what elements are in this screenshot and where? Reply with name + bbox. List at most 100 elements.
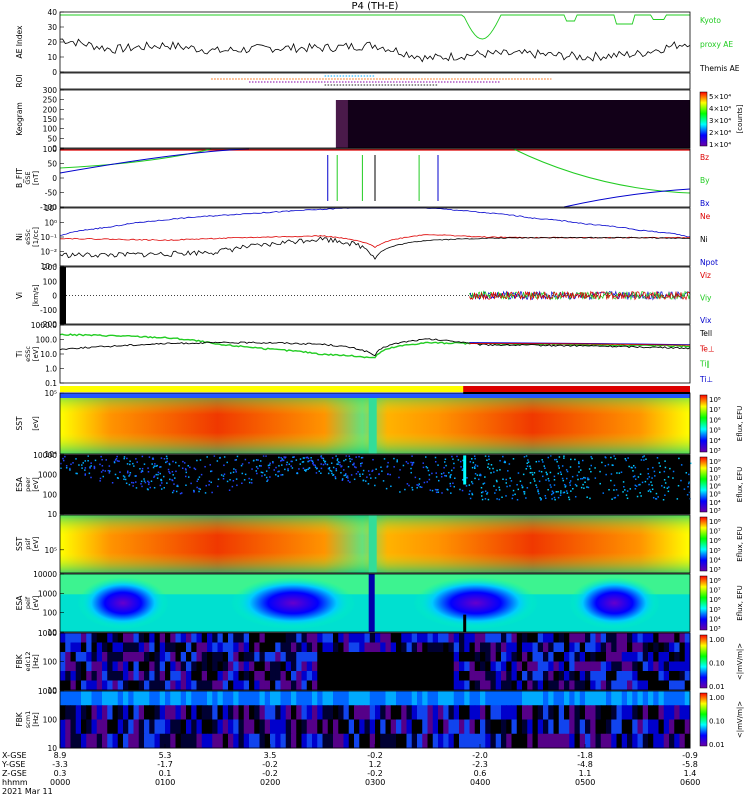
esa-pixel bbox=[345, 473, 347, 475]
fbk-cell bbox=[621, 733, 628, 749]
esa-pixel bbox=[560, 490, 562, 492]
fbk-cell bbox=[112, 680, 119, 691]
fbk-cell bbox=[443, 705, 449, 720]
esa-pixel bbox=[604, 464, 607, 467]
fbk-cell bbox=[65, 642, 71, 653]
colorbar-tick: 10⁵ bbox=[709, 491, 721, 499]
fbk-cell bbox=[280, 642, 287, 653]
fbk-cell bbox=[595, 705, 602, 720]
fbk-cell bbox=[648, 633, 654, 643]
esa-pixel bbox=[306, 456, 309, 459]
esa-pixel bbox=[523, 456, 526, 458]
fbk-cell bbox=[453, 633, 460, 643]
fbk-cell bbox=[348, 652, 355, 662]
fbk-cell bbox=[669, 680, 675, 691]
fbk-cell bbox=[679, 633, 686, 643]
fbk-cell bbox=[312, 671, 318, 681]
fbk-cell bbox=[427, 633, 434, 643]
esa-pixel bbox=[320, 472, 322, 474]
fbk-cell bbox=[196, 652, 203, 662]
fbk-cell bbox=[679, 642, 686, 653]
fbk-cell bbox=[133, 705, 140, 720]
esa-pixel bbox=[280, 456, 282, 459]
fbk-cell bbox=[301, 661, 308, 672]
x-tick-label: 5.3 bbox=[158, 751, 172, 760]
esa-pixel bbox=[200, 473, 203, 476]
fbk-cell bbox=[175, 633, 182, 643]
esa-pixel bbox=[540, 470, 543, 473]
fbk-cell bbox=[485, 719, 491, 735]
esa-pixel bbox=[470, 481, 473, 483]
fbk-cell bbox=[606, 671, 612, 681]
esa-pixel bbox=[408, 484, 410, 487]
fbk-cell bbox=[511, 661, 518, 672]
fbk-cell bbox=[170, 642, 176, 653]
fbk-cell bbox=[432, 705, 439, 720]
fbk-cell bbox=[453, 642, 460, 653]
fbk-cell bbox=[669, 671, 675, 681]
fbk-cell bbox=[65, 719, 71, 735]
colorbar-unit: <|mV/m|> bbox=[736, 643, 744, 680]
fbk-cell bbox=[432, 633, 439, 643]
esa-pixel bbox=[431, 489, 434, 492]
esa-pixel bbox=[109, 470, 111, 472]
fbk-cell bbox=[275, 691, 281, 706]
fbk-cell bbox=[590, 680, 596, 691]
fbk-cell bbox=[196, 691, 203, 706]
fbk-cell bbox=[280, 719, 287, 735]
fbk-cell bbox=[448, 661, 455, 672]
chart-title: P4 (TH-E) bbox=[351, 1, 399, 12]
y-axis-label: AE Index bbox=[15, 25, 24, 58]
fbk-cell bbox=[354, 661, 360, 672]
fbk-cell bbox=[238, 705, 245, 720]
fbk-cell bbox=[411, 652, 418, 662]
esa-pixel bbox=[241, 463, 244, 465]
fbk-cell bbox=[595, 642, 602, 653]
fbk-cell bbox=[443, 671, 449, 681]
esa-pixel bbox=[299, 458, 302, 460]
x-tick-label: -2.0 bbox=[472, 751, 488, 760]
esa-pixel bbox=[320, 463, 322, 465]
esa-pixel bbox=[570, 490, 572, 492]
fbk-cell bbox=[154, 691, 161, 706]
esa-pixel bbox=[350, 474, 353, 476]
esa-pixel bbox=[505, 495, 507, 497]
fbk-cell bbox=[159, 733, 166, 749]
fbk-cell bbox=[485, 691, 491, 706]
y-axis-label: SST bbox=[15, 537, 24, 552]
esa-pixel bbox=[493, 471, 495, 473]
esa-pixel bbox=[64, 455, 66, 458]
y-tick-label: 10⁻³ bbox=[40, 262, 57, 271]
esa-pixel bbox=[368, 473, 371, 476]
fbk-cell bbox=[406, 705, 413, 720]
colorbar-tick: 10⁸ bbox=[709, 466, 721, 474]
fbk-cell bbox=[548, 719, 554, 735]
esa-pixel bbox=[584, 481, 586, 483]
fbk-cell bbox=[280, 652, 287, 662]
esa-pixel bbox=[581, 477, 584, 480]
fbk-cell bbox=[553, 671, 560, 681]
esa-pixel bbox=[610, 456, 612, 459]
y-tick-label: 0.1 bbox=[45, 379, 57, 388]
fbk-cell bbox=[322, 642, 329, 653]
fbk-cell bbox=[396, 719, 402, 735]
esa-pixel bbox=[499, 459, 501, 462]
fbk-cell bbox=[537, 705, 544, 720]
esa-pixel bbox=[570, 458, 572, 461]
fbk-cell bbox=[621, 652, 628, 662]
y-tick-label: 10 bbox=[47, 744, 57, 753]
esa-pixel bbox=[638, 484, 640, 486]
esa-pixel bbox=[278, 470, 280, 473]
esa-pixel bbox=[278, 456, 280, 459]
esa-pixel bbox=[636, 495, 639, 498]
esa-pixel bbox=[449, 485, 452, 487]
fbk-cell bbox=[322, 719, 329, 735]
fbk-cell bbox=[296, 652, 302, 662]
spectrogram-gap bbox=[368, 574, 375, 632]
fbk-cell bbox=[595, 661, 602, 672]
fbk-cell bbox=[333, 705, 339, 720]
esa-pixel bbox=[540, 499, 542, 501]
fbk-cell bbox=[548, 705, 554, 720]
fbk-cell bbox=[453, 661, 460, 672]
fbk-cell bbox=[123, 691, 129, 706]
